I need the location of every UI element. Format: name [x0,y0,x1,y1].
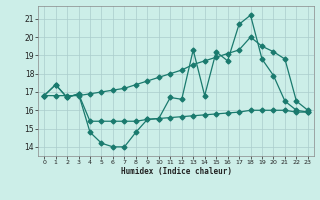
X-axis label: Humidex (Indice chaleur): Humidex (Indice chaleur) [121,167,231,176]
